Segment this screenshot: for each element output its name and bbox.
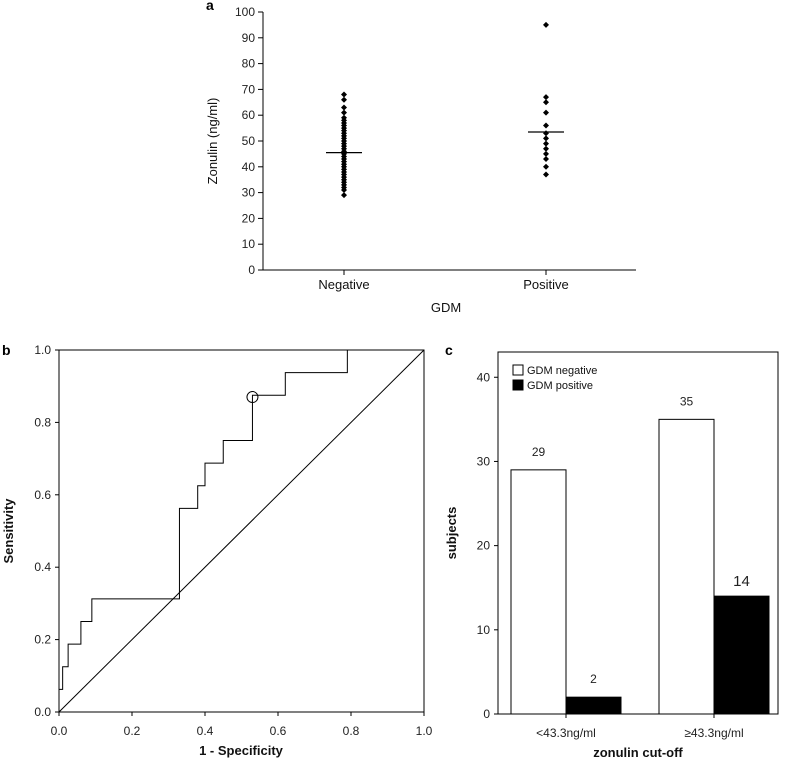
panel-a-y-tick-label: 40 [242, 160, 256, 174]
panel-b-reference-line [58, 349, 425, 713]
panel-c-y-tick-label: 10 [477, 623, 491, 637]
panel-c-x-axis-label: zonulin cut-off [593, 745, 683, 760]
panel-a-data-point [543, 122, 549, 129]
panel-a-data-point [543, 156, 549, 163]
panel-b-x-tick-label: 1.0 [416, 724, 433, 738]
panel-a-data-point [543, 163, 549, 170]
panel-a-y-tick-label: 60 [242, 108, 256, 122]
panel-c-chart: 0 10 20 30 40 29 35 2 14 <43.3ng/ml ≥43.3ng/ml G… [444, 351, 779, 760]
panel-c-legend: GDM negative GDM positive [512, 364, 597, 392]
bar-value-label: 14 [733, 573, 750, 590]
panel-c-y-axis-label: subjects [444, 507, 459, 560]
panel-a-data-point [543, 140, 549, 147]
panel-c-y-tick-label: 20 [477, 539, 491, 553]
panel-a-data-point [341, 109, 347, 116]
panel-a-x-axis-label: GDM [431, 300, 461, 315]
panel-b-x-tick-label: 0.2 [124, 724, 141, 738]
panel-a-data-point [543, 130, 549, 137]
panel-b-y-axis-label: Sensitivity [1, 498, 16, 564]
panel-a-data-point [543, 145, 549, 152]
panel-a-y-tick-label: 20 [242, 211, 256, 225]
panel-a-y-tick-label: 70 [242, 82, 256, 96]
panel-a-data-point [341, 96, 347, 103]
panel-b-y-tick-label: 0.2 [34, 633, 51, 647]
panel-b-y-tick-label: 0.8 [34, 415, 51, 429]
panel-c-plot-frame [497, 351, 779, 715]
panel-a-data-point [341, 91, 347, 98]
legend-label-gdm-positive: GDM positive [527, 380, 593, 392]
bar-value-label: 29 [532, 445, 546, 459]
panel-a-data-point [341, 104, 347, 111]
panel-a-data-point [543, 99, 549, 106]
panel-a-data-point [543, 94, 549, 101]
panel-a-y-tick-label: 90 [242, 31, 256, 45]
panel-a-data-point [543, 21, 549, 28]
panel-a-data-point [543, 150, 549, 157]
panel-b-y-tick-label: 0.0 [34, 705, 51, 719]
bar-value-label: 35 [680, 394, 694, 408]
bar-gdm-positive [565, 696, 622, 715]
legend-swatch-gdm-positive [512, 379, 524, 391]
bar-gdm-negative [658, 418, 715, 715]
panel-a-data-point [543, 109, 549, 116]
panel-a-letter: a [206, 0, 214, 13]
panel-c-y-tick-label: 40 [477, 370, 491, 384]
panel-b-x-tick-label: 0.6 [270, 724, 287, 738]
panel-a-y-tick-label: 50 [242, 134, 256, 148]
panel-a-data-point [341, 187, 347, 194]
panel-b-cutoff-marker [246, 391, 259, 404]
panel-c-x-tick-label: ≥43.3ng/ml [684, 726, 743, 740]
legend-label-gdm-negative: GDM negative [527, 365, 597, 377]
panel-c-x-tick-label: <43.3ng/ml [536, 726, 596, 740]
bar-value-label: 2 [590, 672, 597, 686]
panel-b-x-tick-label: 0.0 [51, 724, 68, 738]
panel-b-roc-curve [58, 349, 424, 712]
panel-b-y-tick-label: 0.6 [34, 488, 51, 502]
bar-gdm-negative [510, 469, 567, 715]
panel-b-plot-frame [58, 349, 425, 713]
bar-gdm-positive [713, 595, 770, 715]
panel-b-x-tick-label: 0.4 [197, 724, 214, 738]
panel-a-data-point [543, 171, 549, 178]
panel-b-y-tick-label: 1.0 [34, 343, 51, 357]
panel-b-x-axis-label: 1 - Specificity [199, 743, 284, 758]
legend-swatch-gdm-negative [512, 364, 524, 376]
panel-b-y-tick-label: 0.4 [34, 560, 51, 574]
panel-a-y-tick-label: 80 [242, 57, 256, 71]
panel-c-y-tick-label: 0 [483, 707, 490, 721]
panel-b-letter: b [2, 342, 11, 358]
panel-a-x-tick-label: Positive [523, 277, 569, 292]
panel-c-y-tick-label: 30 [477, 454, 491, 468]
panel-b-x-tick-label: 0.8 [343, 724, 360, 738]
panel-a-y-tick-label: 0 [248, 263, 255, 277]
panel-c-letter: c [445, 342, 453, 358]
panel-a-y-tick-label: 10 [242, 237, 256, 251]
panel-a-y-axis-label: Zonulin (ng/ml) [205, 98, 220, 185]
panel-a-data-point [543, 135, 549, 142]
panel-a-y-tick-label: 100 [235, 5, 255, 19]
panel-a-data-point [341, 192, 347, 199]
panel-a-x-tick-label: Negative [318, 277, 369, 292]
panel-a-y-tick-label: 30 [242, 186, 256, 200]
panel-b-chart: 0.0 0.2 0.4 0.6 0.8 1.0 0.0 0.2 0.4 0.6 0.8 1.0 1 … [1, 343, 433, 758]
